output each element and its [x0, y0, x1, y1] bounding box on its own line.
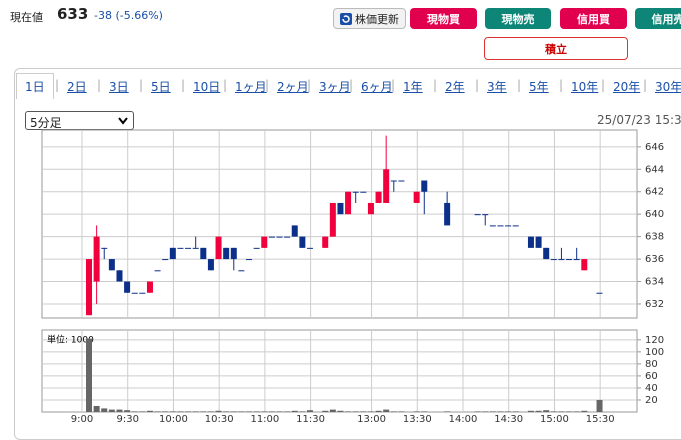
range-tab[interactable]: 2年 [445, 80, 465, 94]
tab-separator: | [601, 78, 606, 92]
tab-separator: | [55, 78, 60, 92]
chart-datetime: 25/07/23 15:3 [597, 113, 681, 127]
range-tab[interactable]: 3ヶ月 [319, 80, 351, 94]
select-caret [118, 117, 128, 125]
tab-separator: | [391, 78, 396, 92]
price-label: 現在値 [10, 11, 43, 24]
margin-buy-button[interactable]: 信用買 [560, 8, 627, 29]
range-tab[interactable]: 10年 [571, 80, 599, 94]
price-change: -38 (-5.66%) [94, 9, 163, 22]
refresh-icon [340, 12, 352, 25]
range-tab[interactable]: 1年 [403, 80, 423, 94]
range-tab[interactable]: 2日 [67, 80, 87, 94]
tab-separator: | [223, 78, 228, 92]
tab-separator: | [307, 78, 312, 92]
tab-separator: | [181, 78, 186, 92]
interval-select[interactable]: 5分足 [25, 111, 134, 130]
range-tab[interactable]: 10日 [193, 80, 221, 94]
refresh-button[interactable]: 株価更新 [333, 8, 406, 29]
page: 現在値 633 -38 (-5.66%) 株価更新 現物買 現物売 信用買 信用… [10, 5, 681, 440]
tab-separator: | [475, 78, 480, 92]
tab-separator: | [139, 78, 144, 92]
tab-separator: | [97, 78, 102, 92]
range-tab[interactable]: 6ヶ月 [361, 80, 393, 94]
sell-button[interactable]: 現物売 [485, 8, 551, 29]
range-tab[interactable]: 2ヶ月 [277, 80, 309, 94]
range-tab[interactable]: 3日 [109, 80, 129, 94]
tab-separator: | [559, 78, 564, 92]
range-tab[interactable]: 1ヶ月 [235, 80, 267, 94]
tab-separator: | [349, 78, 354, 92]
tab-bar: 1日 2日 | 3日 | 5日 | 10日 | 1ヶ月 | 2ヶ月 | 3ヶ月 | 6ヶ月 | 1年 | 2年 | 3年 |… [15, 73, 681, 99]
tab-separator: | [265, 78, 270, 92]
range-tab[interactable]: 5年 [529, 80, 549, 94]
accumulate-button[interactable]: 積立 [484, 37, 628, 60]
range-tab[interactable]: 1日 [16, 73, 54, 99]
button-label: 株価更新 [355, 12, 399, 26]
range-tab[interactable]: 30年 [655, 80, 681, 94]
margin-sell-button[interactable]: 信用売 [635, 8, 681, 29]
range-tab[interactable]: 3年 [487, 80, 507, 94]
tab-separator: | [643, 78, 648, 92]
range-tab[interactable]: 20年 [613, 80, 641, 94]
price: 633 [57, 5, 89, 23]
buy-button[interactable]: 現物買 [410, 8, 477, 29]
range-tab[interactable]: 5日 [151, 80, 171, 94]
interval-value: 5分足 [30, 116, 62, 130]
tab-separator: | [517, 78, 522, 92]
tab-separator: | [433, 78, 438, 92]
